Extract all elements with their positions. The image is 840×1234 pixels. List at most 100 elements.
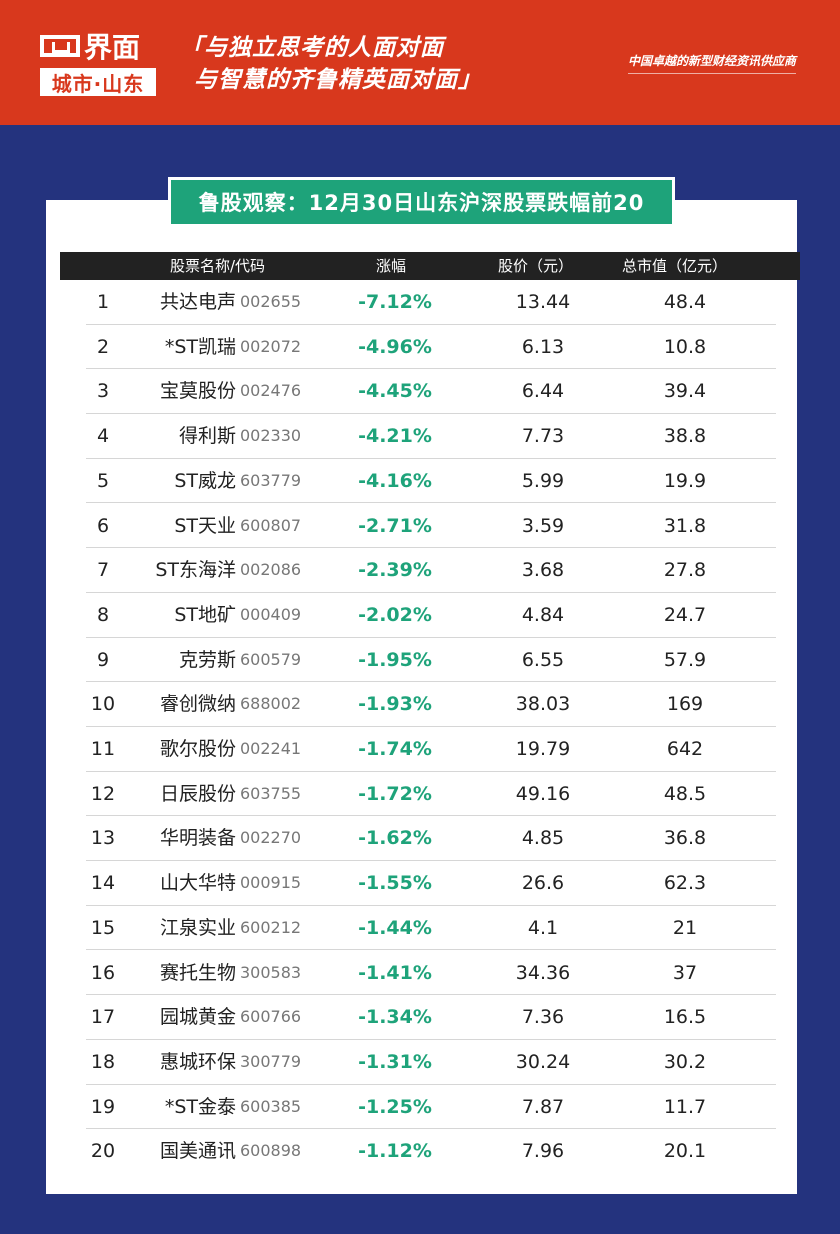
tagline: 中国卓越的新型财经资讯供应商 [627, 52, 796, 74]
stock-name-cell: 园城黄金 [159, 1006, 236, 1029]
stock-code-cell: 002270 [240, 828, 302, 848]
price-cell: 34.36 [515, 961, 571, 984]
stock-code-cell: 300583 [240, 962, 302, 982]
stock-name-cell: 得利斯 [178, 425, 236, 448]
stock-name-cell: ST天业 [174, 514, 236, 537]
change-cell: -1.95% [358, 648, 432, 671]
price-cell: 49.16 [515, 782, 571, 805]
table-row: 11 歌尔股份 002241 -1.74% 19.79 642 [0, 727, 840, 772]
stock-code-cell: 002655 [240, 292, 302, 311]
market-cap-cell: 642 [666, 738, 704, 760]
price-cell: 3.59 [521, 514, 565, 537]
logo-text: 界面 [84, 31, 141, 64]
stock-code-cell: 600212 [240, 917, 302, 937]
row-divider [86, 1083, 776, 1085]
rank-cell: 1 [96, 291, 110, 313]
rank-cell: 20 [90, 1140, 116, 1163]
row-divider [86, 323, 776, 325]
row-divider [86, 725, 776, 727]
row-divider [86, 994, 776, 996]
market-cap-cell: 10.8 [663, 335, 707, 358]
stock-name-cell: ST东海洋 [155, 559, 236, 582]
price-cell: 4.85 [521, 827, 565, 850]
table-row: 15 江泉实业 600212 -1.44% 4.1 21 [0, 906, 840, 951]
table-row: 4 得利斯 002330 -4.21% 7.73 38.8 [0, 414, 840, 459]
rank-cell: 8 [96, 603, 110, 626]
rank-cell: 14 [90, 872, 116, 895]
market-cap-cell: 11.7 [663, 1095, 707, 1118]
stock-name-cell: 共达电声 [159, 291, 236, 313]
stock-name-cell: 惠城环保 [159, 1050, 236, 1073]
market-cap-cell: 48.4 [663, 291, 707, 313]
stock-name-cell: 睿创微纳 [159, 693, 236, 716]
change-cell: -7.12% [358, 291, 432, 313]
stock-code-cell: 603779 [240, 470, 302, 490]
change-cell: -1.12% [358, 1140, 432, 1163]
slogan: 「与独立思考的人面对面 与智慧的齐鲁精英面对面」 [180, 32, 482, 96]
change-cell: -1.25% [358, 1095, 432, 1118]
table-card [46, 200, 797, 1194]
market-cap-cell: 57.9 [663, 648, 707, 671]
stock-name-cell: 克劳斯 [178, 648, 236, 671]
change-cell: -2.71% [358, 514, 432, 537]
page-title: 鲁股观察：12月30日山东沪深股票跌幅前20 [168, 177, 675, 227]
change-cell: -1.44% [358, 916, 432, 939]
rank-cell: 10 [90, 693, 116, 716]
price-cell: 7.96 [521, 1140, 565, 1163]
change-cell: -1.93% [358, 693, 432, 716]
price-cell: 13.44 [515, 291, 571, 313]
table-row: 17 园城黄金 600766 -1.34% 7.36 16.5 [0, 995, 840, 1040]
stock-code-cell: 002476 [240, 381, 302, 401]
market-cap-cell: 16.5 [663, 1006, 707, 1029]
table-row: 19 *ST金泰 600385 -1.25% 7.87 11.7 [0, 1085, 840, 1130]
stock-name-cell: ST威龙 [174, 469, 236, 492]
stock-code-cell: 002241 [240, 739, 302, 758]
change-cell: -1.55% [358, 872, 432, 895]
change-cell: -1.74% [358, 738, 432, 760]
price-cell: 4.84 [521, 603, 565, 626]
stock-name-cell: *ST金泰 [164, 1095, 236, 1118]
market-cap-cell: 37 [672, 961, 698, 984]
row-divider [86, 904, 776, 906]
stock-name-cell: *ST凯瑞 [164, 335, 236, 358]
stock-code-cell: 002086 [240, 560, 302, 580]
rank-cell: 17 [90, 1006, 116, 1029]
jiemian-logo: 界面 城市·山东 [40, 28, 162, 98]
stock-name-cell: 国美通讯 [159, 1140, 236, 1163]
table-row: 20 国美通讯 600898 -1.12% 7.96 20.1 [0, 1129, 840, 1174]
row-divider [86, 591, 776, 593]
rank-cell: 12 [90, 782, 116, 805]
column-header-change: 涨幅 [376, 257, 407, 275]
market-cap-cell: 62.3 [663, 872, 707, 895]
row-divider [86, 949, 776, 951]
change-cell: -1.31% [358, 1050, 432, 1073]
stock-code-cell: 002330 [240, 426, 302, 446]
price-cell: 4.1 [527, 916, 559, 939]
rank-cell: 9 [96, 648, 110, 671]
stock-name-cell: 山大华特 [159, 872, 236, 895]
table-row: 8 ST地矿 000409 -2.02% 4.84 24.7 [0, 593, 840, 638]
row-divider [86, 1038, 776, 1040]
slogan-line-2: 与智慧的齐鲁精英面对面」 [194, 67, 482, 93]
row-divider [86, 860, 776, 862]
market-cap-cell: 30.2 [663, 1050, 707, 1073]
rank-cell: 15 [90, 916, 116, 939]
row-divider [86, 502, 776, 504]
rank-cell: 2 [96, 335, 110, 358]
rank-cell: 6 [96, 514, 110, 537]
market-cap-cell: 48.5 [663, 782, 707, 805]
price-cell: 7.87 [521, 1095, 565, 1118]
rank-cell: 13 [90, 827, 116, 850]
market-cap-cell: 169 [666, 693, 704, 716]
table-row: 12 日辰股份 603755 -1.72% 49.16 48.5 [0, 772, 840, 817]
table-row: 13 华明装备 002270 -1.62% 4.85 36.8 [0, 816, 840, 862]
table-row: 5 ST威龙 603779 -4.16% 5.99 19.9 [0, 459, 840, 504]
logo-mark-icon [40, 35, 80, 57]
change-cell: -4.45% [358, 380, 432, 403]
stock-name-cell: 赛托生物 [159, 961, 236, 984]
change-cell: -1.41% [358, 961, 432, 984]
table-row: 6 ST天业 600807 -2.71% 3.59 31.8 [0, 504, 840, 549]
rank-cell: 11 [90, 738, 116, 760]
price-cell: 5.99 [521, 469, 565, 492]
stock-code-cell: 300779 [240, 1051, 302, 1071]
